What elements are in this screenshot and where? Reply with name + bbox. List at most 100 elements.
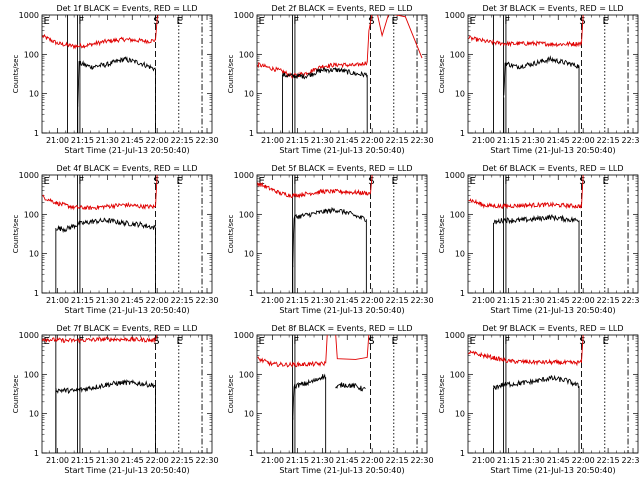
x-tick-label: 22:00 bbox=[572, 296, 595, 305]
marker-letter: E bbox=[259, 16, 265, 27]
y-tick-label: 10 bbox=[29, 250, 39, 259]
marker-letter: E bbox=[470, 16, 476, 27]
red-lld-series bbox=[468, 350, 582, 367]
y-tick-label: 100 bbox=[450, 370, 465, 379]
y-tick-label: 1000 bbox=[19, 171, 39, 180]
y-axis-label: Counts/sec bbox=[438, 55, 446, 94]
x-tick-label: 21:30 bbox=[311, 296, 334, 305]
y-tick-label: 1 bbox=[34, 289, 39, 298]
red-lld-series bbox=[257, 181, 371, 199]
x-tick-label: 22:30 bbox=[410, 136, 433, 145]
plot-frame bbox=[41, 14, 213, 134]
plot-frame bbox=[256, 334, 428, 454]
x-axis-label: Start Time (21-Jul-13 20:50:40) bbox=[490, 146, 615, 155]
y-tick-label: 100 bbox=[239, 50, 254, 59]
marker-letter: E bbox=[176, 336, 182, 347]
marker-letter: E bbox=[470, 336, 476, 347]
y-tick-label: 10 bbox=[29, 410, 39, 419]
y-tick-label: 1000 bbox=[234, 331, 254, 340]
marker-letter: F bbox=[78, 336, 84, 347]
red-lld-series-tail bbox=[581, 15, 584, 44]
marker-letter: E bbox=[44, 176, 50, 187]
red-lld-series bbox=[257, 356, 326, 368]
y-tick-label: 1 bbox=[249, 449, 254, 458]
panel-title: Det 9f BLACK = Events, RED = LLD bbox=[482, 324, 623, 333]
marker-letter: E bbox=[602, 336, 608, 347]
y-axis-label: Counts/sec bbox=[12, 375, 20, 414]
x-tick-label: 22:00 bbox=[146, 136, 169, 145]
marker-letter: E bbox=[391, 176, 397, 187]
y-tick-label: 100 bbox=[450, 50, 465, 59]
panel-title: Det 8f BLACK = Events, RED = LLD bbox=[271, 324, 412, 333]
x-tick-label: 21:45 bbox=[121, 296, 144, 305]
x-tick-label: 21:00 bbox=[261, 136, 284, 145]
y-tick-label: 1000 bbox=[234, 11, 254, 20]
x-tick-label: 22:30 bbox=[410, 296, 433, 305]
x-axis-label: Start Time (21-Jul-13 20:50:40) bbox=[64, 146, 189, 155]
plot-frame bbox=[256, 14, 428, 134]
x-tick-label: 21:15 bbox=[497, 296, 520, 305]
x-tick-label: 22:15 bbox=[386, 136, 409, 145]
marker-letter: E bbox=[391, 336, 397, 347]
red-lld-series-tail bbox=[581, 335, 584, 363]
x-tick-label: 21:30 bbox=[311, 136, 334, 145]
black-events-series bbox=[282, 66, 368, 80]
x-tick-label: 21:30 bbox=[522, 296, 545, 305]
x-tick-label: 21:30 bbox=[96, 456, 119, 465]
x-tick-label: 21:15 bbox=[71, 136, 94, 145]
y-axis-label: Counts/sec bbox=[227, 215, 235, 254]
x-tick-label: 21:15 bbox=[71, 296, 94, 305]
y-axis-label: Counts/sec bbox=[12, 55, 20, 94]
red-lld-series-tail bbox=[155, 335, 158, 341]
y-axis-label: Counts/sec bbox=[227, 375, 235, 414]
panel-title: Det 1f BLACK = Events, RED = LLD bbox=[56, 4, 197, 13]
marker-letter: S bbox=[153, 336, 159, 347]
y-tick-label: 100 bbox=[24, 210, 39, 219]
x-tick-label: 21:15 bbox=[286, 296, 309, 305]
panel-title: Det 4f BLACK = Events, RED = LLD bbox=[56, 164, 197, 173]
x-axis-label: Start Time (21-Jul-13 20:50:40) bbox=[279, 306, 404, 315]
y-tick-label: 10 bbox=[244, 90, 254, 99]
x-tick-label: 22:15 bbox=[597, 136, 620, 145]
y-tick-label: 1000 bbox=[445, 11, 465, 20]
y-axis-label: Counts/sec bbox=[438, 375, 446, 414]
x-tick-label: 21:30 bbox=[311, 456, 334, 465]
marker-letter: E bbox=[470, 176, 476, 187]
y-tick-label: 10 bbox=[29, 90, 39, 99]
y-tick-label: 1000 bbox=[445, 171, 465, 180]
marker-letter: S bbox=[368, 336, 374, 347]
panel-title: Det 3f BLACK = Events, RED = LLD bbox=[482, 4, 623, 13]
x-tick-label: 22:15 bbox=[597, 456, 620, 465]
marker-letter: E bbox=[44, 16, 50, 27]
marker-letter: S bbox=[368, 16, 374, 27]
x-tick-label: 21:15 bbox=[286, 456, 309, 465]
red-lld-series-tail bbox=[155, 15, 159, 41]
x-tick-label: 22:00 bbox=[146, 456, 169, 465]
red-lld-series bbox=[468, 198, 582, 210]
marker-letter: E bbox=[259, 176, 265, 187]
y-tick-label: 100 bbox=[450, 210, 465, 219]
panel-2: Det 2f BLACK = Events, RED = LLD 1 10 100 10… bbox=[227, 4, 434, 155]
y-tick-label: 1 bbox=[460, 129, 465, 138]
panel-4: Det 4f BLACK = Events, RED = LLD 1 10 100 10… bbox=[12, 164, 219, 315]
marker-letter: F bbox=[78, 16, 84, 27]
x-tick-label: 22:15 bbox=[171, 456, 194, 465]
black-events-series bbox=[55, 379, 156, 395]
red-lld-series-tail bbox=[325, 335, 370, 364]
panel-3: Det 3f BLACK = Events, RED = LLD 1 10 100 10… bbox=[438, 4, 640, 155]
x-tick-label: 21:15 bbox=[497, 136, 520, 145]
x-tick-label: 22:00 bbox=[361, 456, 384, 465]
x-tick-label: 21:45 bbox=[547, 296, 570, 305]
panel-title: Det 2f BLACK = Events, RED = LLD bbox=[271, 4, 412, 13]
y-tick-label: 1 bbox=[34, 449, 39, 458]
black-events-series-2 bbox=[335, 382, 366, 392]
x-tick-label: 22:00 bbox=[361, 136, 384, 145]
panel-8: Det 8f BLACK = Events, RED = LLD 1 10 100 10… bbox=[227, 324, 434, 475]
panel-1: Det 1f BLACK = Events, RED = LLD 1 10 100 10… bbox=[12, 4, 219, 155]
y-tick-label: 100 bbox=[239, 210, 254, 219]
x-tick-label: 21:45 bbox=[336, 296, 359, 305]
x-tick-label: 22:15 bbox=[171, 136, 194, 145]
y-tick-label: 1 bbox=[249, 289, 254, 298]
red-lld-series bbox=[42, 194, 156, 211]
x-tick-label: 22:30 bbox=[195, 456, 218, 465]
